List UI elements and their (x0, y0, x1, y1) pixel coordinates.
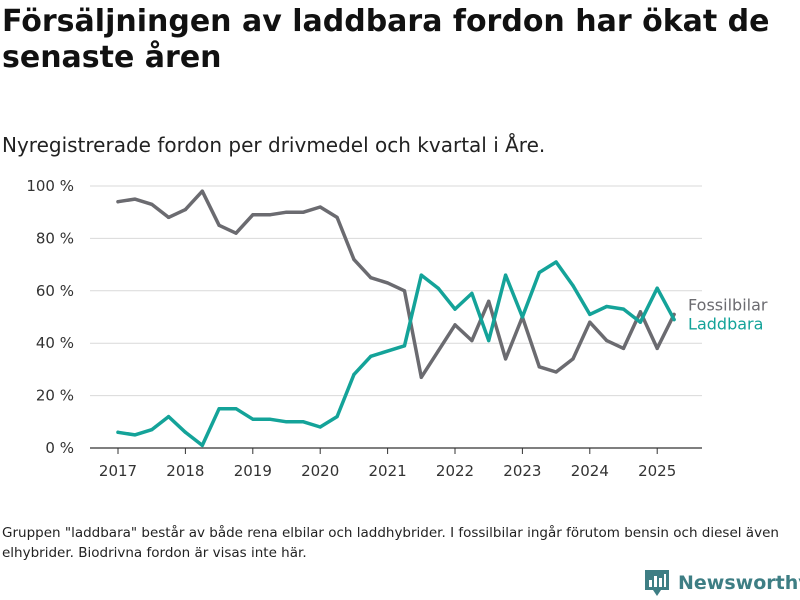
data-point-laddbara (268, 417, 272, 421)
data-point-laddbara (554, 260, 558, 264)
data-point-laddbara (284, 420, 289, 424)
data-point-laddbara (352, 373, 356, 377)
data-point-laddbara (200, 443, 204, 447)
brand-logo[interactable]: Newsworthy (643, 568, 800, 598)
chart-subtitle: Nyregistrerade fordon per drivmedel och … (2, 133, 546, 157)
x-tick-label: 2021 (369, 462, 407, 480)
data-point-fossilbilar (166, 215, 171, 220)
y-tick-label: 100 % (26, 177, 74, 195)
data-point-fossilbilar (571, 357, 575, 361)
series-label-fossilbilar: Fossilbilar (688, 295, 768, 314)
data-point-fossilbilar (183, 207, 187, 212)
y-tick-label: 20 % (36, 387, 74, 405)
x-tick-label: 2023 (503, 462, 541, 480)
data-point-fossilbilar (268, 213, 272, 217)
data-point-laddbara (571, 283, 575, 288)
series-line-laddbara (116, 260, 676, 448)
data-point-fossilbilar (318, 205, 322, 209)
data-point-fossilbilar (621, 346, 626, 351)
data-point-fossilbilar (369, 276, 373, 280)
data-point-laddbara (638, 320, 642, 324)
data-point-laddbara (520, 315, 525, 319)
data-point-laddbara (605, 304, 609, 309)
data-point-fossilbilar (503, 357, 508, 361)
data-point-laddbara (487, 338, 491, 343)
data-point-laddbara (116, 430, 120, 434)
series-label-laddbara: Laddbara (688, 315, 763, 334)
data-point-laddbara (655, 286, 659, 290)
data-point-laddbara (588, 312, 592, 316)
data-point-laddbara (217, 407, 221, 411)
data-point-fossilbilar (352, 257, 356, 261)
data-point-fossilbilar (655, 346, 659, 351)
x-tick-label: 2017 (99, 462, 137, 480)
data-point-laddbara (301, 420, 305, 424)
chart-title: Försäljningen av laddbara fordon har öka… (2, 4, 770, 75)
data-point-fossilbilar (436, 349, 440, 353)
data-point-fossilbilar (335, 215, 339, 220)
data-point-laddbara (369, 354, 373, 358)
x-tick-label: 2020 (301, 462, 339, 480)
y-tick-label: 40 % (36, 334, 74, 352)
data-point-fossilbilar (470, 338, 474, 343)
data-point-fossilbilar (537, 365, 541, 369)
footnote: Gruppen "laddbara" består av både rena e… (2, 525, 779, 561)
data-point-fossilbilar (554, 370, 558, 374)
data-point-laddbara (503, 273, 508, 277)
data-point-fossilbilar (402, 289, 407, 293)
data-point-fossilbilar (150, 202, 154, 206)
data-point-fossilbilar (605, 338, 609, 343)
y-tick-label: 80 % (36, 229, 74, 247)
x-tick-label: 2025 (638, 462, 676, 480)
data-point-laddbara (436, 286, 440, 290)
brand-name: Newsworthy (678, 572, 800, 594)
y-tick-label: 60 % (36, 282, 74, 300)
data-point-fossilbilar (217, 223, 221, 227)
data-point-laddbara (621, 307, 626, 311)
data-point-fossilbilar (588, 320, 592, 324)
data-point-fossilbilar (453, 323, 457, 327)
data-point-fossilbilar (116, 200, 120, 204)
data-point-laddbara (251, 417, 255, 421)
data-point-laddbara (402, 344, 407, 348)
data-point-laddbara (183, 430, 187, 434)
data-point-fossilbilar (487, 299, 491, 303)
data-point-fossilbilar (133, 197, 137, 201)
data-point-laddbara (453, 307, 457, 311)
data-point-fossilbilar (301, 210, 305, 214)
data-point-laddbara (335, 414, 339, 419)
data-point-laddbara (386, 349, 390, 353)
data-point-laddbara (419, 273, 423, 277)
data-point-laddbara (537, 270, 541, 275)
data-point-laddbara (133, 433, 137, 437)
data-point-laddbara (470, 291, 474, 296)
data-point-fossilbilar (200, 189, 204, 193)
bar-chart-logo-icon (645, 570, 669, 596)
data-point-fossilbilar (234, 231, 238, 235)
data-point-fossilbilar (386, 281, 390, 285)
data-point-fossilbilar (419, 375, 423, 379)
x-tick-label: 2022 (436, 462, 474, 480)
x-tick-label: 2019 (234, 462, 272, 480)
y-tick-label: 0 % (45, 439, 74, 457)
x-tick-label: 2018 (166, 462, 204, 480)
x-tick-label: 2024 (571, 462, 609, 480)
data-point-laddbara (234, 407, 238, 411)
data-point-laddbara (150, 428, 154, 432)
data-point-laddbara (318, 425, 322, 429)
data-point-fossilbilar (284, 210, 289, 214)
data-point-fossilbilar (251, 213, 255, 217)
data-point-laddbara (672, 318, 676, 322)
data-point-fossilbilar (638, 310, 642, 314)
series-line-fossilbilar (116, 189, 676, 380)
line-chart: 0 % 20 % 40 % 60 % 80 % 100 % 2017 2018 2019 2020… (26, 177, 768, 480)
data-point-laddbara (166, 414, 171, 419)
